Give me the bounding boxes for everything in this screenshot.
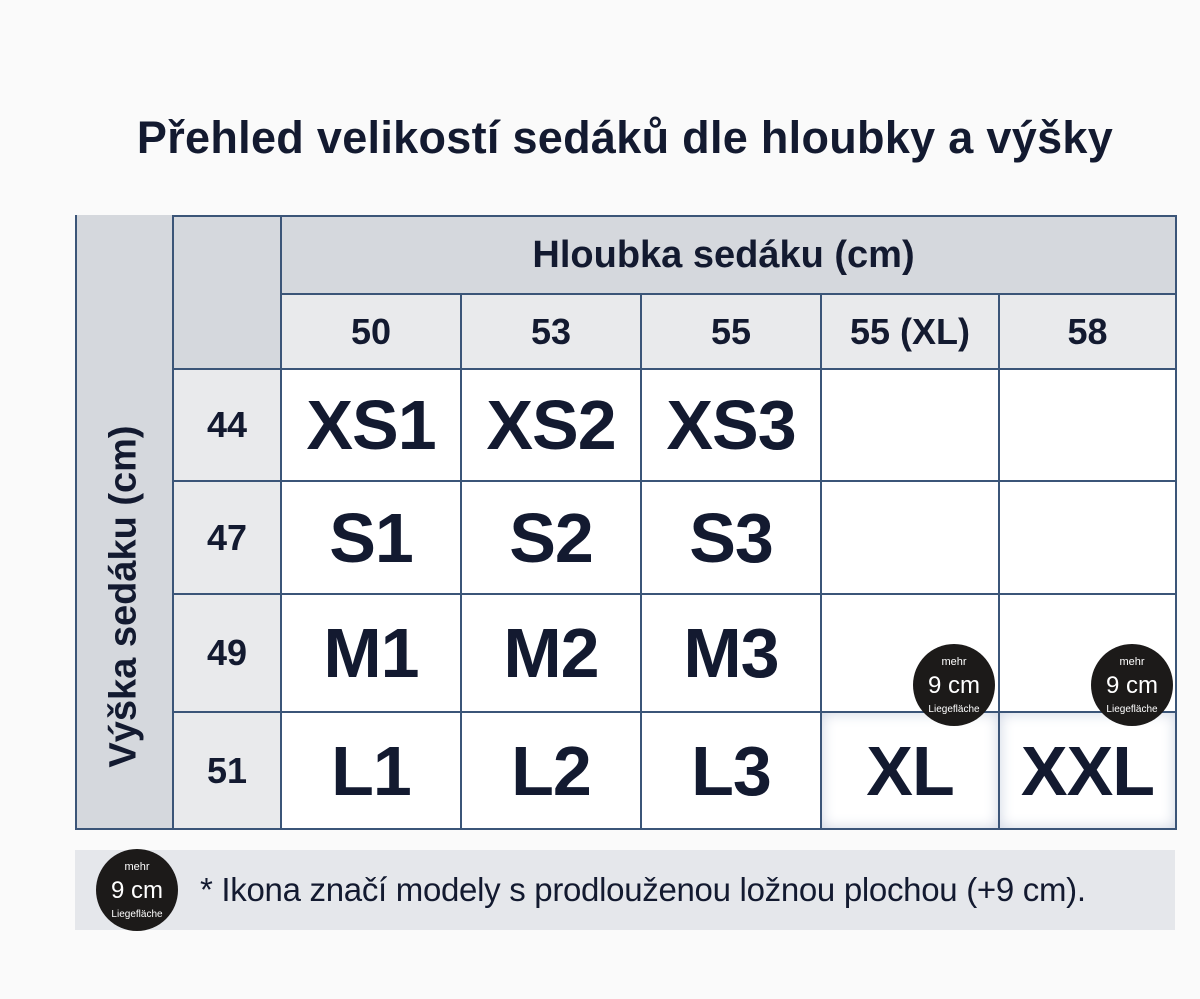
column-header: 55 (XL) — [820, 293, 1000, 370]
row-header-text: 49 — [206, 632, 248, 673]
size-cell-text: S1 — [329, 498, 414, 577]
size-cell: XS1 — [280, 368, 462, 482]
row-group-label: Výška sedáku (cm) — [103, 425, 145, 768]
size-cell: M1 — [280, 593, 462, 713]
column-header: 58 — [998, 293, 1177, 370]
row-header: 44 — [172, 368, 282, 482]
size-cell-text: M3 — [683, 614, 779, 692]
size-cell: M3 — [640, 593, 822, 713]
row-header-text: 47 — [206, 516, 248, 558]
row-header: 47 — [172, 480, 282, 595]
row-header-text: 44 — [206, 404, 248, 445]
size-cell: L3 — [640, 711, 822, 830]
size-cell-text: S3 — [689, 498, 774, 577]
badge-bottom-text: Liegefläche — [1106, 704, 1158, 715]
badge-top-text: mehr — [941, 656, 966, 668]
column-header-text: 53 — [530, 310, 572, 352]
extended-bed-badge-icon: mehr 9 cm Liegefläche — [1090, 643, 1174, 727]
row-header: 49 — [172, 593, 282, 713]
size-cell: L2 — [460, 711, 642, 830]
size-cell-text: XXL — [1020, 731, 1155, 810]
column-header-text: 55 (XL) — [849, 310, 971, 352]
badge-bottom-text: Liegefläche — [111, 909, 163, 920]
badge-bottom-text: Liegefläche — [928, 704, 980, 715]
size-cell: S2 — [460, 480, 642, 595]
size-cell: M2 — [460, 593, 642, 713]
empty-cell — [820, 480, 1000, 595]
column-header: 50 — [280, 293, 462, 370]
column-group-header-text: Hloubka sedáku (cm) — [532, 233, 915, 276]
column-group-header: Hloubka sedáku (cm) — [280, 215, 1177, 295]
empty-cell — [998, 480, 1177, 595]
size-cell-text: L1 — [331, 731, 412, 810]
footer-note-text: * Ikona značí modely s prodlouženou ložn… — [200, 871, 1086, 908]
size-cell: XS3 — [640, 368, 822, 482]
size-cell: XS2 — [460, 368, 642, 482]
size-cell-text: XL — [866, 731, 954, 810]
size-cell: S3 — [640, 480, 822, 595]
size-cell: XXL — [998, 711, 1177, 830]
size-cell: S1 — [280, 480, 462, 595]
size-cell-text: M2 — [503, 614, 599, 692]
empty-cell — [820, 368, 1000, 482]
size-cell-text: L2 — [511, 731, 592, 810]
badge-top-text: mehr — [124, 861, 149, 873]
badge-top-text: mehr — [1119, 656, 1144, 668]
row-header-text: 51 — [206, 749, 248, 791]
column-header-text: 58 — [1067, 310, 1108, 352]
footer-note: * Ikona značí modely s prodlouženou ložn… — [75, 850, 1175, 930]
column-header: 55 — [640, 293, 822, 370]
extended-bed-badge-icon: mehr 9 cm Liegefläche — [95, 848, 179, 932]
size-cell: XL — [820, 711, 1000, 830]
size-cell: L1 — [280, 711, 462, 830]
extended-bed-badge-icon: mehr 9 cm Liegefläche — [912, 643, 996, 727]
column-header-text: 50 — [350, 310, 392, 352]
column-header: 53 — [460, 293, 642, 370]
size-cell-text: S2 — [509, 498, 594, 577]
row-header: 51 — [172, 711, 282, 830]
column-header-text: 55 — [710, 310, 752, 352]
empty-cell — [998, 368, 1177, 482]
size-cell-text: L3 — [691, 731, 772, 810]
row-group-header: Výška sedáku (cm) — [75, 215, 174, 830]
size-cell-text: XS3 — [666, 386, 796, 464]
badge-main-text: 9 cm — [1106, 672, 1158, 699]
badge-main-text: 9 cm — [111, 877, 163, 904]
size-cell-text: XS1 — [306, 386, 436, 464]
page-title: Přehled velikostí sedáků dle hloubky a v… — [136, 112, 1114, 163]
size-cell-text: XS2 — [486, 386, 616, 464]
size-cell-text: M1 — [323, 614, 419, 692]
badge-main-text: 9 cm — [928, 672, 980, 699]
